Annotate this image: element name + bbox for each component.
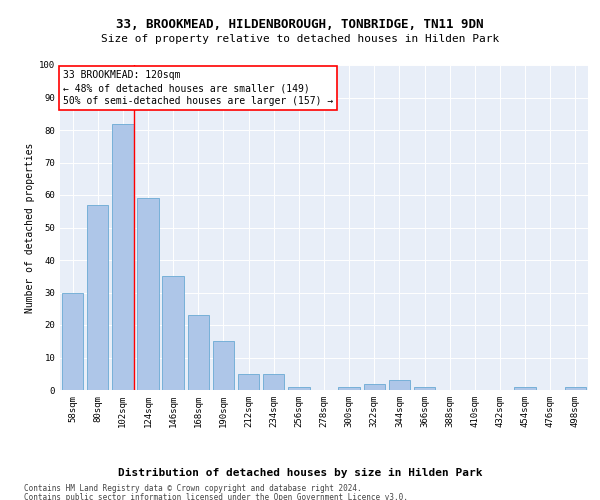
Bar — [263, 374, 284, 390]
Text: 33, BROOKMEAD, HILDENBOROUGH, TONBRIDGE, TN11 9DN: 33, BROOKMEAD, HILDENBOROUGH, TONBRIDGE,… — [116, 18, 484, 30]
Text: Size of property relative to detached houses in Hilden Park: Size of property relative to detached ho… — [101, 34, 499, 43]
Bar — [112, 124, 134, 390]
Text: Contains HM Land Registry data © Crown copyright and database right 2024.: Contains HM Land Registry data © Crown c… — [24, 484, 362, 493]
Bar — [188, 316, 209, 390]
Bar — [414, 387, 435, 390]
Bar — [338, 387, 360, 390]
Bar — [565, 387, 586, 390]
Text: 33 BROOKMEAD: 120sqm
← 48% of detached houses are smaller (149)
50% of semi-deta: 33 BROOKMEAD: 120sqm ← 48% of detached h… — [62, 70, 333, 106]
Bar — [364, 384, 385, 390]
Bar — [288, 387, 310, 390]
Text: Distribution of detached houses by size in Hilden Park: Distribution of detached houses by size … — [118, 468, 482, 477]
Bar — [389, 380, 410, 390]
Bar — [87, 205, 109, 390]
Bar — [163, 276, 184, 390]
Y-axis label: Number of detached properties: Number of detached properties — [25, 142, 35, 312]
Bar — [514, 387, 536, 390]
Text: Contains public sector information licensed under the Open Government Licence v3: Contains public sector information licen… — [24, 492, 408, 500]
Bar — [238, 374, 259, 390]
Bar — [62, 292, 83, 390]
Bar — [137, 198, 158, 390]
Bar — [213, 341, 234, 390]
